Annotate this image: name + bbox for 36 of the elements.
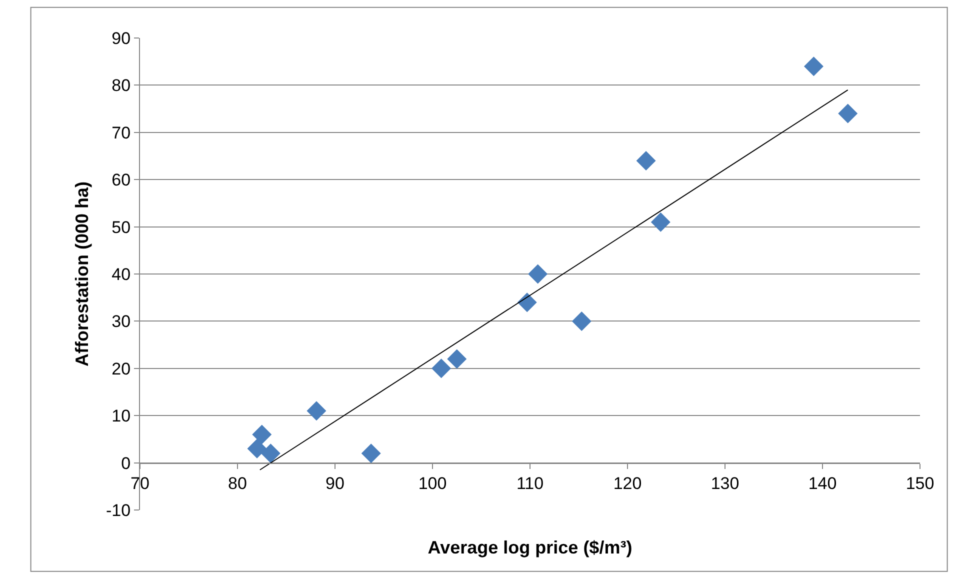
point (361, 444, 381, 464)
point (306, 401, 326, 421)
point (252, 424, 272, 444)
x-tick-label: 70 (130, 474, 150, 494)
point (432, 358, 452, 378)
point (247, 438, 267, 458)
y-tick-label: -10 (106, 500, 131, 520)
point (528, 264, 548, 284)
x-axis-title: Average log price ($/m³) (428, 537, 632, 558)
y-axis-title: Afforestation (000 ha) (72, 181, 92, 367)
x-tick-label: 100 (418, 474, 447, 494)
y-tick-label: 10 (112, 406, 131, 426)
y-tick-label: 0 (121, 454, 131, 473)
y-tick-label: 20 (112, 359, 131, 378)
x-tick-label: 150 (906, 474, 934, 494)
point (650, 212, 670, 232)
point (572, 311, 592, 331)
x-tick-label: 120 (613, 474, 642, 494)
y-tick-label: 50 (112, 218, 131, 237)
y-tick-label: 70 (112, 123, 131, 142)
y-tick-label: 30 (112, 312, 131, 332)
x-tick-label: 90 (326, 474, 344, 494)
point (838, 104, 858, 124)
point (804, 56, 824, 76)
x-tick-label: 140 (808, 474, 837, 494)
x-tick-label: 110 (516, 474, 544, 494)
point (517, 292, 537, 312)
y-tick-label: 90 (112, 28, 131, 48)
point (447, 349, 467, 369)
point (636, 150, 656, 170)
y-tick-label: 80 (112, 76, 131, 96)
point (260, 444, 280, 464)
y-tick-label: 60 (112, 170, 131, 190)
y-tick-label: 40 (112, 264, 131, 284)
x-tick-label: 80 (228, 474, 247, 494)
x-tick-label: 130 (710, 474, 740, 494)
